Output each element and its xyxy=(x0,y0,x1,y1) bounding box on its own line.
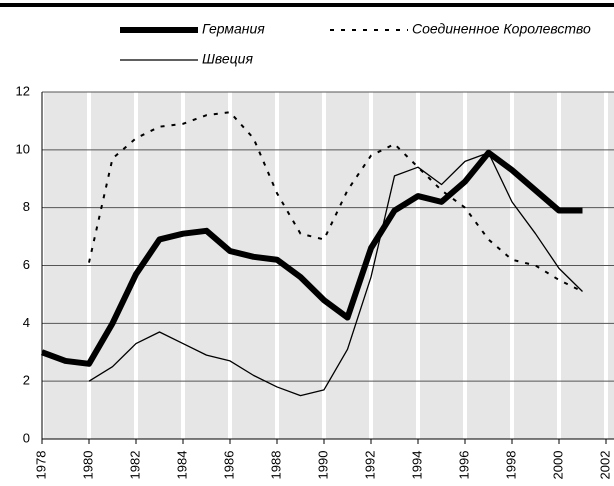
legend-label: Германия xyxy=(202,21,265,37)
series-line xyxy=(40,149,583,367)
x-tick-label: 1996 xyxy=(456,451,471,480)
x-tick-label: 1980 xyxy=(80,451,95,480)
x-tick-label: 2002 xyxy=(597,451,612,480)
x-tick-label: 1990 xyxy=(315,451,330,480)
y-tick-label: 8 xyxy=(23,199,30,214)
y-tick-label: 6 xyxy=(23,257,30,272)
series-line xyxy=(88,152,583,397)
lines xyxy=(40,111,583,397)
y-tick-label: 4 xyxy=(23,315,30,330)
y-tick-label: 0 xyxy=(23,430,30,445)
top-border xyxy=(0,3,614,7)
x-tick-label: 1998 xyxy=(503,451,518,480)
x-tick-label: 1984 xyxy=(174,451,189,480)
x-tick-label: 2000 xyxy=(550,451,565,480)
legend: Германия Соединенное Королевство Швеция xyxy=(120,21,591,67)
x-tick-label: 1982 xyxy=(127,451,142,480)
y-tick-label: 12 xyxy=(16,83,30,98)
legend-label: Швеция xyxy=(202,51,253,67)
x-tick-label: 1986 xyxy=(221,451,236,480)
x-tick-label: 1994 xyxy=(409,451,424,480)
x-tick-label: 1978 xyxy=(33,451,48,480)
y-tick-label: 10 xyxy=(16,141,30,156)
series-line xyxy=(88,111,583,293)
grid: 1978 1980 1982 1984 1986 1988 1990 1992 1994 1996… xyxy=(16,83,614,479)
y-tick-label: 2 xyxy=(23,373,30,388)
legend-label: Соединенное Королевство xyxy=(412,21,591,37)
x-tick-label: 1992 xyxy=(362,451,377,480)
x-tick-label: 1988 xyxy=(268,451,283,480)
